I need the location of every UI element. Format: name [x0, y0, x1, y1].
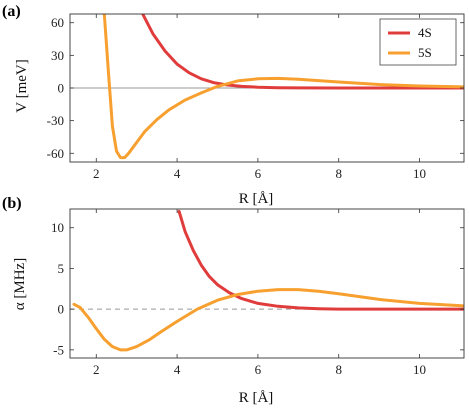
panel-b-label: (b): [2, 195, 22, 212]
panel-b-plot-area: 2 4 6 8 10 -5 0 5 10: [51, 208, 465, 377]
panel-b-x-tick-label: 8: [335, 362, 342, 377]
panel-a-x-tick-label: 8: [335, 166, 342, 181]
panel-b: (b) α [MHz] R [Å] 2 4 6 8 10 -5 0 5 10: [2, 195, 465, 406]
legend: 4S 5S: [379, 18, 457, 66]
panel-b-y-axis-title: α [MHz]: [12, 258, 28, 310]
panel-b-x-tick-label: 2: [93, 362, 100, 377]
panel-a-x-tick-label: 4: [174, 166, 181, 181]
panel-a-x-tick-label: 6: [255, 166, 262, 181]
panel-a-series-4s-line: [141, 14, 464, 90]
panel-a-x-tick-label: 10: [413, 166, 426, 181]
panel-a-y-tick-label: 60: [51, 15, 64, 30]
panel-a-x-tick-label: 2: [93, 166, 100, 181]
panel-a-label: (a): [2, 3, 21, 20]
panel-a-y-tick-label: -60: [47, 146, 64, 161]
panel-b-x-tick-label: 4: [174, 362, 181, 377]
legend-label-5s: 5S: [418, 45, 432, 60]
panel-b-x-axis-title: R [Å]: [239, 390, 274, 406]
panel-b-series-series-0-line: [177, 209, 464, 311]
panel-b-x-tick-label: 10: [413, 362, 426, 377]
panel-a-y-tick-label: 30: [51, 48, 64, 63]
legend-box: [379, 18, 457, 66]
panel-b-axes-frame: [69, 208, 465, 359]
panel-a: (a) V [meV] R [Å] 2 4 6 8 10 -60 -30 0 30 60 4S 5…: [2, 3, 465, 207]
panel-b-y-tick-label: 0: [58, 302, 65, 317]
panel-a-y-tick-label: -30: [47, 113, 64, 128]
panel-b-y-tick-label: 10: [51, 220, 64, 235]
panel-a-plot-area: 2 4 6 8 10 -60 -30 0 30 60: [47, 13, 465, 181]
panel-b-series-series-1-line: [72, 288, 464, 352]
panel-b-x-tick-label: 6: [255, 362, 262, 377]
panel-a-series-5s-line: [102, 14, 464, 160]
panel-a-y-axis-title: V [meV]: [14, 59, 30, 112]
legend-label-4s: 4S: [418, 25, 432, 40]
panel-a-y-tick-label: 0: [58, 81, 65, 96]
panel-a-x-axis-title: R [Å]: [239, 191, 274, 207]
panel-b-y-tick-label: -5: [53, 342, 64, 357]
panel-b-y-tick-label: 5: [58, 261, 65, 276]
